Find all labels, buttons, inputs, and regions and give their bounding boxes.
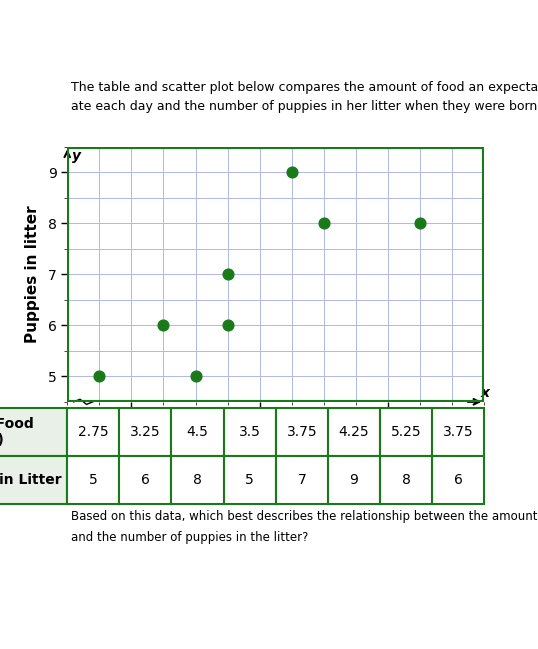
X-axis label: Cups of food (per day): Cups of food (per day) <box>171 435 380 452</box>
Text: The table and scatter plot below compares the amount of food an expectant mother: The table and scatter plot below compare… <box>72 81 538 113</box>
Text: x: x <box>480 386 490 400</box>
Point <box>191 371 200 382</box>
Point <box>320 218 328 228</box>
Y-axis label: Puppies in litter: Puppies in litter <box>25 205 40 343</box>
Point <box>416 218 424 228</box>
Text: y: y <box>73 149 81 163</box>
Point <box>95 371 104 382</box>
Point <box>223 320 232 330</box>
Point <box>223 269 232 279</box>
Point <box>159 320 168 330</box>
Text: Based on this data, which best describes the relationship between the amount of : Based on this data, which best describes… <box>72 510 538 544</box>
Bar <box>67 147 484 402</box>
Point <box>287 167 296 177</box>
